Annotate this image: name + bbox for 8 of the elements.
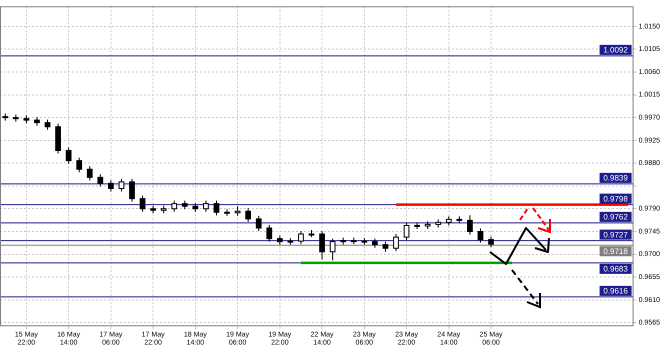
ref-line-label: 0.9727 [603, 230, 628, 240]
ref-line-label: 0.9718 [603, 246, 628, 256]
ref-line-label: 0.9762 [603, 212, 628, 222]
ref-line-label: 0.9683 [603, 264, 628, 274]
ref-line-label: 1.0092 [603, 46, 628, 55]
ref-line-label: 0.9798 [603, 194, 628, 204]
ref-line-label: 0.9839 [603, 174, 628, 183]
ref-line-label: 0.9616 [603, 286, 628, 296]
